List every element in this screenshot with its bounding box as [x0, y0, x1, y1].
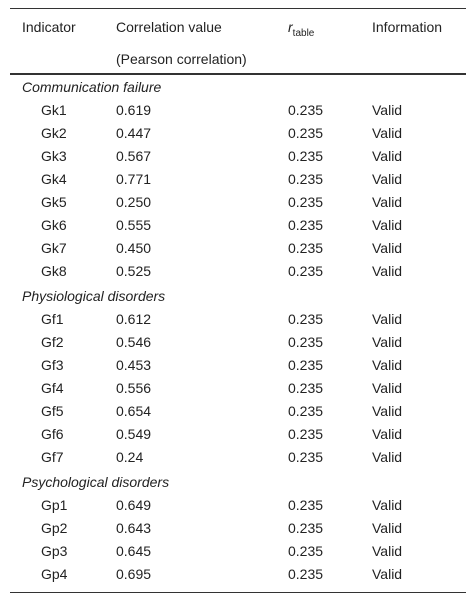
header-cell: Indicator: [22, 19, 76, 35]
indicator-cell: Gk5: [41, 194, 67, 210]
info-cell: Valid: [372, 497, 403, 513]
value-cell: 0.250: [116, 194, 152, 210]
indicator-cell: Gp1: [41, 497, 68, 513]
info-cell: Valid: [372, 334, 403, 350]
top-rule: [10, 8, 466, 9]
header-rule: [10, 73, 466, 75]
value-cell: 0.555: [116, 217, 152, 233]
indicator-cell: Gp2: [41, 520, 68, 536]
info-cell: Valid: [372, 426, 403, 442]
info-cell: Valid: [372, 171, 403, 187]
value-cell: 0.546: [116, 334, 152, 350]
info-cell: Valid: [372, 403, 403, 419]
info-cell: Valid: [372, 194, 403, 210]
indicator-cell: Gf4: [41, 380, 64, 396]
group-title: Physiological disorders: [22, 288, 166, 304]
rtable-cell: 0.235: [288, 194, 324, 210]
indicator-cell: Gf5: [41, 403, 64, 419]
header-cell: Information: [372, 19, 443, 35]
rtable-cell: 0.235: [288, 357, 324, 373]
rtable-cell: 0.235: [288, 217, 324, 233]
bottom-rule: [10, 592, 466, 593]
indicator-cell: Gk3: [41, 148, 67, 164]
info-cell: Valid: [372, 520, 403, 536]
value-cell: 0.643: [116, 520, 152, 536]
indicator-cell: Gk4: [41, 171, 67, 187]
value-cell: 0.649: [116, 497, 152, 513]
header-cell: Correlation value: [116, 19, 222, 35]
info-cell: Valid: [372, 148, 403, 164]
header-subscript: table: [292, 27, 315, 39]
value-cell: 0.695: [116, 566, 152, 582]
value-cell: 0.654: [116, 403, 152, 419]
indicator-cell: Gp3: [41, 543, 68, 559]
header-symbol: r: [288, 19, 293, 35]
indicator-cell: Gf7: [41, 449, 64, 465]
rtable-cell: 0.235: [288, 497, 324, 513]
rtable-cell: 0.235: [288, 334, 324, 350]
rtable-cell: 0.235: [288, 240, 324, 256]
rtable-cell: 0.235: [288, 171, 324, 187]
rtable-cell: 0.235: [288, 148, 324, 164]
value-cell: 0.771: [116, 171, 152, 187]
value-cell: 0.525: [116, 263, 152, 279]
value-cell: 0.549: [116, 426, 152, 442]
info-cell: Valid: [372, 217, 403, 233]
value-cell: 0.645: [116, 543, 152, 559]
info-cell: Valid: [372, 566, 403, 582]
group-title: Communication failure: [22, 79, 162, 95]
info-cell: Valid: [372, 102, 403, 118]
info-cell: Valid: [372, 263, 403, 279]
header-cell: (Pearson correlation): [116, 51, 247, 67]
value-cell: 0.24: [116, 449, 144, 465]
value-cell: 0.556: [116, 380, 152, 396]
info-cell: Valid: [372, 240, 403, 256]
value-cell: 0.450: [116, 240, 152, 256]
rtable-cell: 0.235: [288, 543, 324, 559]
indicator-cell: Gk7: [41, 240, 67, 256]
group-title: Psychological disorders: [22, 474, 170, 490]
info-cell: Valid: [372, 449, 403, 465]
indicator-cell: Gk6: [41, 217, 67, 233]
info-cell: Valid: [372, 543, 403, 559]
info-cell: Valid: [372, 380, 403, 396]
value-cell: 0.619: [116, 102, 152, 118]
value-cell: 0.447: [116, 125, 152, 141]
rtable-cell: 0.235: [288, 403, 324, 419]
rtable-cell: 0.235: [288, 102, 324, 118]
info-cell: Valid: [372, 311, 403, 327]
info-cell: Valid: [372, 125, 403, 141]
indicator-cell: Gf6: [41, 426, 64, 442]
rtable-cell: 0.235: [288, 263, 324, 279]
indicator-cell: Gf2: [41, 334, 64, 350]
rtable-cell: 0.235: [288, 125, 324, 141]
rtable-cell: 0.235: [288, 449, 324, 465]
indicator-cell: Gp4: [41, 566, 68, 582]
value-cell: 0.612: [116, 311, 152, 327]
value-cell: 0.567: [116, 148, 152, 164]
rtable-cell: 0.235: [288, 380, 324, 396]
value-cell: 0.453: [116, 357, 152, 373]
indicator-cell: Gk2: [41, 125, 67, 141]
indicator-cell: Gk8: [41, 263, 67, 279]
indicator-cell: Gk1: [41, 102, 67, 118]
rtable-cell: 0.235: [288, 520, 324, 536]
rtable-cell: 0.235: [288, 311, 324, 327]
header-cell: rtable: [288, 19, 314, 42]
indicator-cell: Gf1: [41, 311, 64, 327]
rtable-cell: 0.235: [288, 566, 324, 582]
indicator-cell: Gf3: [41, 357, 64, 373]
info-cell: Valid: [372, 357, 403, 373]
rtable-cell: 0.235: [288, 426, 324, 442]
